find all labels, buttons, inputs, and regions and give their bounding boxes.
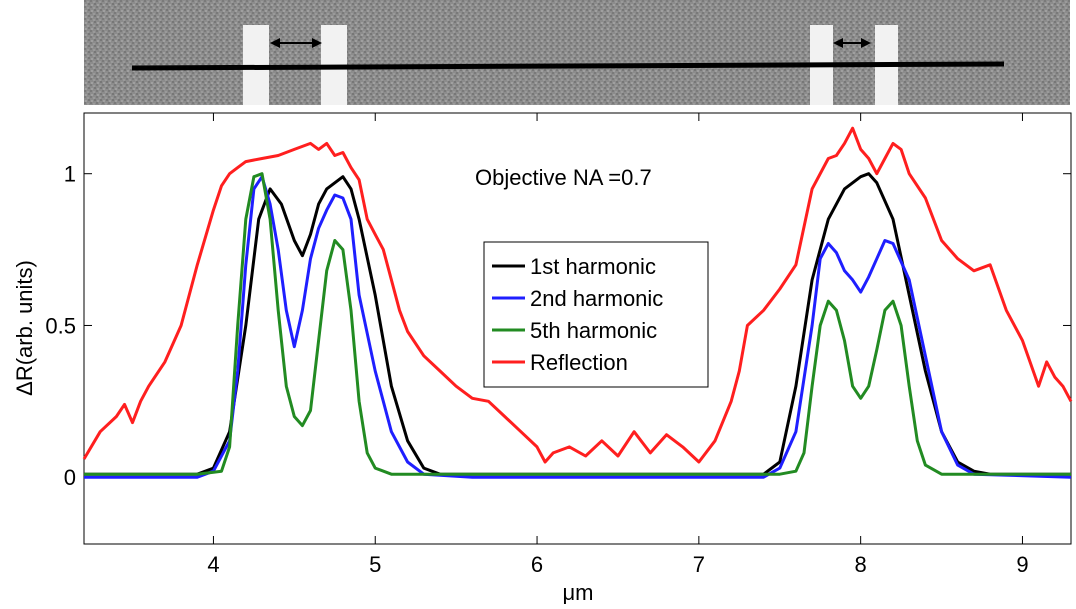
legend: 1st harmonic 2nd harmonic 5th harmonic R… xyxy=(483,241,709,388)
sem-background xyxy=(84,0,1070,105)
legend-label: 5th harmonic xyxy=(530,318,657,343)
gap-arrow-right xyxy=(833,38,871,48)
x-tick-label: 4 xyxy=(207,552,219,577)
x-tick-label: 9 xyxy=(1016,552,1028,577)
legend-label: Reflection xyxy=(530,350,628,375)
gap-arrow-left xyxy=(270,38,322,48)
series-line-5th-harmonic xyxy=(84,172,1071,476)
y-axis-label: ΔR(arb. units) xyxy=(12,260,37,396)
x-tick-label: 7 xyxy=(693,552,705,577)
objective-na-annotation: Objective NA =0.7 xyxy=(475,165,652,190)
x-tick-label: 5 xyxy=(369,552,381,577)
legend-entry-2nd-harmonic: 2nd harmonic xyxy=(492,286,663,311)
y-tick-label: 0.5 xyxy=(45,313,76,338)
legend-label: 1st harmonic xyxy=(530,254,656,279)
y-tick-label: 1 xyxy=(64,162,76,187)
x-axis-label: μm xyxy=(562,580,593,605)
series-layer xyxy=(82,126,1073,479)
axis-ticks: 4 5 6 7 8 9 0 0.5 1 xyxy=(45,113,1071,577)
legend-label: 2nd harmonic xyxy=(530,286,663,311)
legend-entry-5th-harmonic: 5th harmonic xyxy=(492,318,657,343)
series-line-reflection xyxy=(82,126,1073,464)
legend-entry-1st-harmonic: 1st harmonic xyxy=(492,254,656,279)
x-tick-label: 6 xyxy=(531,552,543,577)
y-tick-label: 0 xyxy=(64,465,76,490)
x-tick-label: 8 xyxy=(855,552,867,577)
legend-entry-reflection: Reflection xyxy=(492,350,628,375)
scan-line xyxy=(131,61,1005,71)
sem-image-inset xyxy=(84,0,1070,105)
series-line-1st-harmonic xyxy=(84,172,1071,476)
